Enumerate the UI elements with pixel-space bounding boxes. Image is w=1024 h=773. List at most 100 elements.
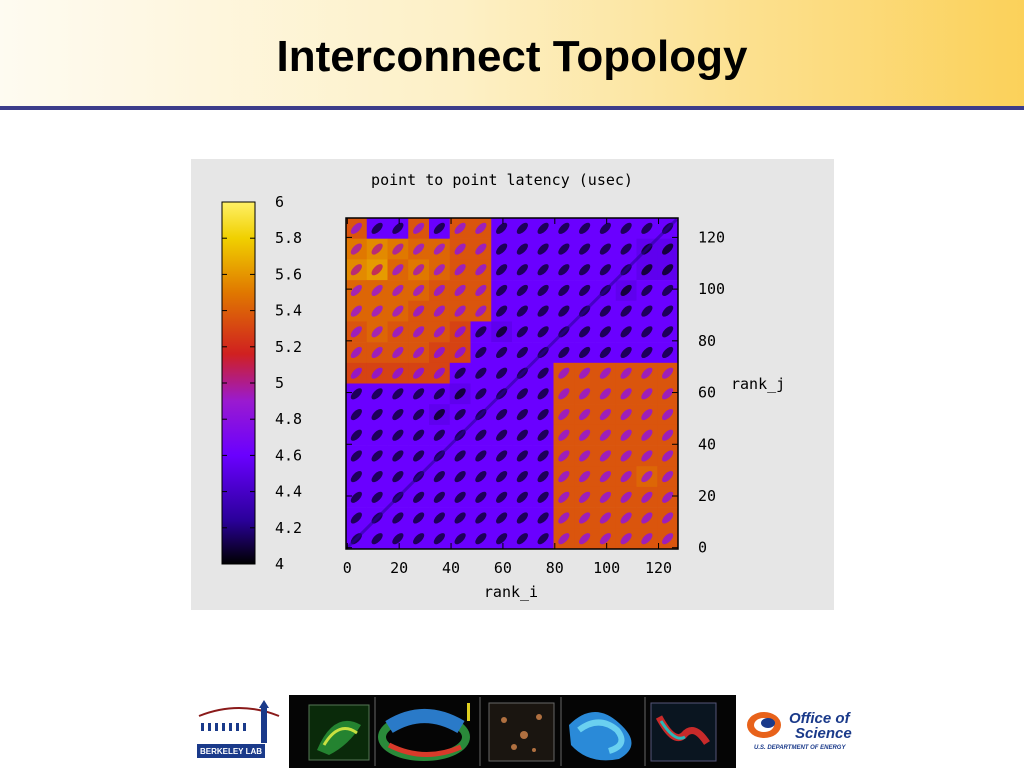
heatmap-inner-pattern — [475, 429, 487, 441]
slide-header: Interconnect Topology — [0, 0, 1024, 106]
heatmap-inner-pattern — [620, 346, 632, 359]
heatmap-inner-pattern — [496, 408, 508, 421]
colorbar-tick-label: 5.6 — [275, 265, 302, 283]
heatmap-inner-pattern — [496, 450, 508, 462]
heatmap-inner-pattern — [662, 491, 674, 503]
heatmap-inner-pattern — [620, 326, 632, 338]
heatmap-cells — [346, 218, 679, 550]
heatmap-inner-pattern — [537, 264, 549, 276]
heatmap-inner-pattern — [641, 264, 653, 276]
x-axis-label: rank_i — [484, 583, 538, 601]
heatmap-inner-pattern — [433, 264, 445, 276]
heatmap-inner-pattern — [620, 533, 632, 545]
heatmap-inner-pattern — [496, 284, 508, 296]
heatmap-inner-pattern — [433, 408, 445, 421]
plot-frame — [345, 217, 679, 550]
heatmap-inner-pattern — [620, 429, 632, 441]
heatmap-inner-pattern — [516, 388, 528, 400]
office-of-science-logo: Office of Science U.S. DEPARTMENT OF ENE… — [742, 706, 877, 752]
heatmap-inner-pattern — [579, 450, 591, 462]
heatmap-inner-pattern — [558, 450, 570, 462]
heatmap-inner-pattern — [496, 533, 508, 545]
heatmap-inner-pattern — [599, 305, 611, 317]
heatmap-inner-pattern — [599, 429, 611, 441]
heatmap-inner-pattern — [392, 243, 404, 255]
heatmap-inner-pattern — [641, 408, 653, 421]
heatmap-inner-pattern — [620, 408, 632, 421]
slide-title: Interconnect Topology — [276, 32, 748, 81]
heatmap-inner-pattern — [454, 512, 466, 524]
heatmap-inner-pattern — [350, 408, 362, 421]
heatmap-inner-pattern — [433, 367, 445, 379]
heatmap-inner-pattern — [371, 326, 383, 338]
heatmap-inner-pattern — [433, 388, 445, 400]
heatmap-inner-pattern — [350, 346, 362, 359]
heatmap-inner-pattern — [433, 429, 445, 441]
heatmap-inner-pattern — [579, 222, 591, 234]
heatmap-inner-pattern — [475, 533, 487, 545]
heatmap-inner-pattern — [433, 243, 445, 255]
heatmap-inner-pattern — [537, 284, 549, 296]
heatmap-inner-pattern — [516, 326, 528, 338]
heatmap-inner-pattern — [392, 388, 404, 400]
heatmap-inner-pattern — [620, 491, 632, 503]
heatmap-inner-pattern — [516, 450, 528, 462]
heatmap-inner-pattern — [537, 533, 549, 545]
heatmap-inner-pattern — [579, 512, 591, 524]
heatmap-inner-pattern — [641, 388, 653, 400]
heatmap-inner-pattern — [537, 471, 549, 483]
heatmap-inner-pattern — [413, 450, 425, 462]
y-tick-label: 0 — [698, 539, 707, 557]
y-tick-label: 120 — [698, 228, 725, 246]
heatmap-inner-pattern — [641, 429, 653, 441]
heatmap-inner-pattern — [516, 243, 528, 255]
latency-heatmap-chart: point to point latency (usec) 4 4.2 4.4 4.6… — [221, 171, 785, 601]
x-tick-label: 40 — [442, 559, 460, 577]
heatmap-inner-pattern — [558, 429, 570, 441]
heatmap-inner-pattern — [579, 326, 591, 338]
heatmap-inner-pattern — [350, 367, 362, 379]
heatmap-inner-pattern — [558, 491, 570, 503]
heatmap-inner-pattern — [454, 450, 466, 462]
heatmap-inner-pattern — [392, 471, 404, 483]
heatmap-inner-pattern — [454, 284, 466, 296]
colorbar-tick-label: 4 — [275, 555, 284, 573]
heatmap-inner-pattern — [371, 305, 383, 317]
heatmap-inner-pattern — [496, 305, 508, 317]
heatmap-inner-pattern — [641, 305, 653, 317]
x-tick-label: 0 — [343, 559, 352, 577]
heatmap-inner-pattern — [579, 346, 591, 359]
heatmap-inner-pattern — [371, 222, 383, 234]
heatmap-inner-pattern — [454, 264, 466, 276]
heatmap-inner-pattern — [579, 429, 591, 441]
heatmap-inner-pattern — [662, 346, 674, 359]
heatmap-inner-pattern — [371, 533, 383, 545]
x-tick-label: 120 — [645, 559, 672, 577]
heatmap-inner-pattern — [516, 264, 528, 276]
heatmap-inner-pattern — [599, 471, 611, 483]
heatmap-inner-pattern — [537, 429, 549, 441]
heatmap-inner-pattern — [620, 222, 632, 234]
heatmap-inner-pattern — [413, 388, 425, 400]
heatmap-inner-pattern — [620, 243, 632, 255]
heatmap-inner-pattern — [371, 471, 383, 483]
heatmap-inner-pattern — [641, 471, 653, 483]
heatmap-inner-pattern — [620, 450, 632, 462]
x-tick-label: 100 — [593, 559, 620, 577]
heatmap-inner-pattern — [662, 533, 674, 545]
heatmap-inner-pattern — [641, 512, 653, 524]
heatmap-inner-pattern — [350, 429, 362, 441]
heatmap-inner-pattern — [392, 346, 404, 359]
heatmap-inner-pattern — [350, 388, 362, 400]
header-divider — [0, 106, 1024, 110]
heatmap-inner-pattern — [371, 388, 383, 400]
office-of-text: Office of — [789, 710, 852, 727]
heatmap-inner-pattern — [662, 243, 674, 255]
heatmap-inner-pattern — [537, 408, 549, 421]
footer-logos: BERKELEY LAB Of — [0, 692, 1024, 768]
heatmap-inner-pattern — [579, 264, 591, 276]
heatmap-inner-pattern — [413, 408, 425, 421]
heatmap-inner-pattern — [413, 533, 425, 545]
heatmap-inner-pattern — [599, 264, 611, 276]
heatmap-inner-pattern — [413, 222, 425, 234]
